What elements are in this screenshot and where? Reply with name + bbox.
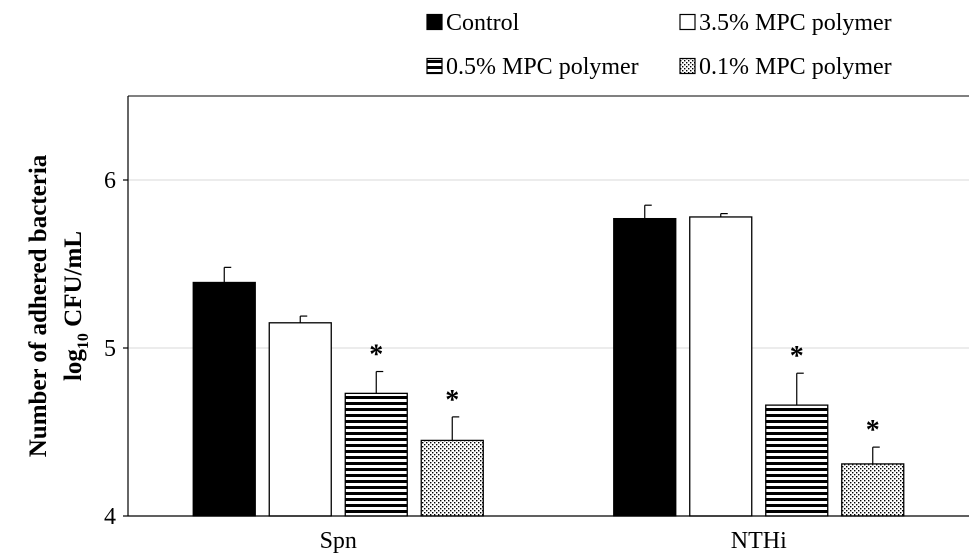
significance-star: * bbox=[369, 340, 383, 371]
legend-swatch-horizontal-lines bbox=[426, 57, 443, 75]
legend-label: Control bbox=[446, 10, 520, 36]
bar-white-spn bbox=[268, 322, 332, 517]
bar-white-nthi bbox=[689, 216, 753, 517]
bar-horizontal-lines-nthi bbox=[765, 404, 829, 517]
legend-label: 0.1% MPC polymer bbox=[699, 54, 892, 80]
bar-solid-black-nthi bbox=[613, 217, 677, 517]
y-tick-label: 6 bbox=[104, 168, 116, 194]
x-category-labels: Spn NTHi bbox=[320, 528, 788, 554]
axes bbox=[123, 95, 969, 517]
legend-label: 0.5% MPC polymer bbox=[446, 54, 639, 80]
y-axis-title-log: log bbox=[60, 349, 87, 381]
significance-star: * bbox=[445, 385, 459, 416]
bar-dots-nthi bbox=[841, 463, 905, 517]
y-tick-label: 4 bbox=[104, 504, 116, 530]
y-axis-title-line1: Number of adhered bacteria bbox=[25, 154, 52, 457]
error-bars bbox=[223, 204, 880, 464]
significance-star: * bbox=[866, 415, 880, 446]
y-axis-title-subscript: 10 bbox=[75, 333, 92, 349]
significance-markers: * * * * bbox=[369, 340, 880, 447]
significance-star: * bbox=[790, 341, 804, 372]
bar-solid-black-spn bbox=[192, 281, 256, 517]
gridlines bbox=[128, 179, 969, 349]
y-tick-label: 5 bbox=[104, 336, 116, 362]
legend: Control 3.5% MPC polymer 0.5% MPC polymer 0… bbox=[426, 10, 892, 80]
legend-label: 3.5% MPC polymer bbox=[699, 10, 892, 36]
legend-swatch-dots bbox=[679, 57, 696, 75]
x-category-label: Spn bbox=[320, 528, 357, 554]
legend-swatch-solid-black bbox=[426, 13, 443, 31]
bar-dots-spn bbox=[420, 439, 484, 517]
y-axis-title-unit: CFU/mL bbox=[60, 231, 87, 333]
bars bbox=[192, 216, 905, 517]
bar-horizontal-lines-spn bbox=[344, 392, 408, 517]
y-axis-title: Number of adhered bacteria log10 CFU/mL bbox=[25, 154, 92, 457]
x-category-label: NTHi bbox=[731, 528, 787, 554]
y-tick-labels: 4 5 6 bbox=[104, 168, 116, 530]
legend-swatch-white bbox=[679, 13, 696, 31]
y-axis-title-line2: log10 CFU/mL bbox=[60, 231, 92, 381]
